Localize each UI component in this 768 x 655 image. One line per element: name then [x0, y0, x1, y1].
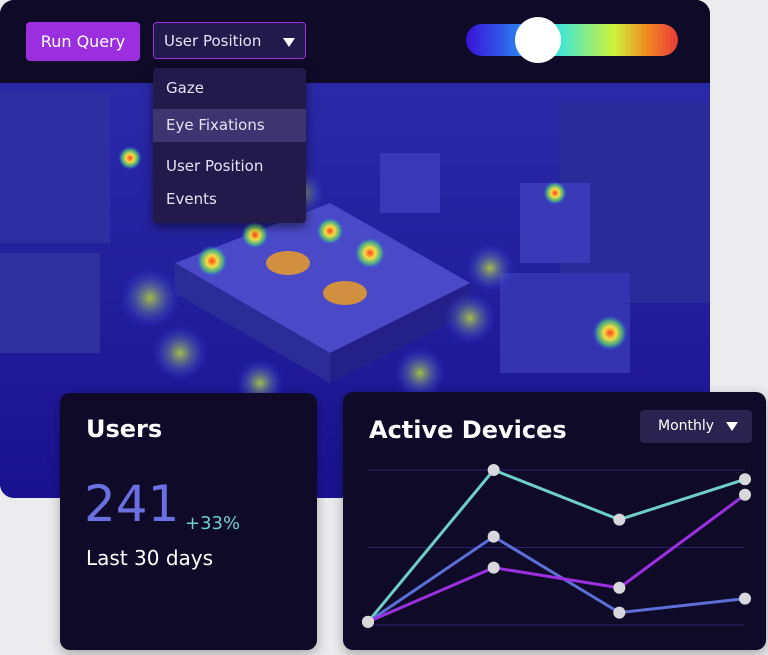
series-line — [367, 534, 746, 624]
data-point — [613, 581, 626, 594]
menu-option[interactable]: Gaze — [166, 79, 204, 97]
line-chart — [362, 464, 751, 628]
store-heatmap-image — [0, 83, 710, 498]
period-value: Monthly — [658, 418, 715, 434]
users-period: Last 30 days — [86, 546, 214, 570]
menu-option[interactable]: Events — [166, 190, 217, 208]
period-dropdown[interactable]: Monthly — [640, 410, 752, 443]
users-card: Users 241 +33% Last 30 days — [60, 393, 317, 650]
slider-knob[interactable] — [515, 17, 561, 63]
data-point — [739, 473, 751, 486]
users-value: 241 — [84, 475, 180, 533]
series-line — [366, 468, 746, 623]
menu-option[interactable]: Eye Fixations — [153, 109, 306, 142]
layer-dropdown[interactable]: User Position — [153, 22, 306, 59]
dropdown-menu: Gaze Eye Fixations User Position Events — [153, 68, 306, 223]
color-slider[interactable] — [466, 24, 678, 56]
run-query-button[interactable]: Run Query — [26, 22, 140, 61]
devices-card: Active Devices Monthly — [343, 392, 766, 650]
main-panel: Run Query User Position Gaze Eye Fixatio… — [0, 0, 710, 498]
dropdown-arrow — [726, 422, 738, 431]
card-title: Users — [86, 415, 163, 443]
data-point — [613, 606, 626, 619]
data-point — [739, 592, 751, 605]
data-point — [487, 464, 500, 476]
menu-option[interactable]: User Position — [166, 157, 264, 175]
data-point — [613, 513, 626, 526]
series-line — [367, 493, 746, 624]
users-change: +33% — [185, 513, 241, 534]
dropdown-arrow — [283, 38, 295, 47]
data-point — [487, 530, 500, 543]
card-title: Active Devices — [369, 416, 567, 444]
data-point — [739, 488, 751, 501]
data-point — [487, 561, 500, 574]
data-point — [362, 615, 374, 628]
dropdown-value: User Position — [164, 32, 262, 50]
